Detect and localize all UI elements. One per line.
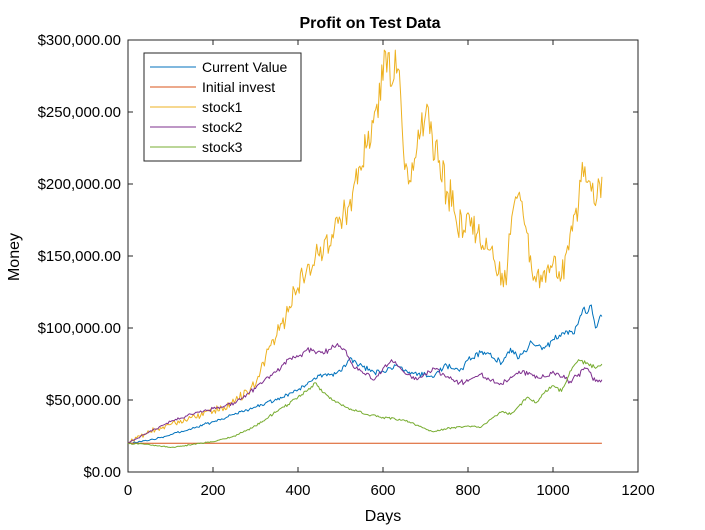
y-tick-label: $250,000.00 [38, 104, 121, 121]
legend-label: stock2 [202, 119, 243, 135]
series-line-stock2 [127, 343, 603, 444]
x-tick-label: 1200 [621, 482, 654, 499]
series-layer [127, 49, 603, 448]
x-axis: 0 200 400 600 800 1000 1200 [124, 40, 655, 499]
y-axis: $0.00 $50,000.00 $100,000.00 $150,000.00 $20… [38, 32, 638, 481]
legend-label: stock3 [202, 139, 243, 155]
y-axis-label: Money [6, 233, 23, 281]
x-tick-label: 600 [370, 482, 395, 499]
y-tick-label: $150,000.00 [38, 248, 121, 265]
y-tick-label: $100,000.00 [38, 320, 121, 337]
legend-label: stock1 [202, 99, 243, 115]
legend: Current Value Initial invest stock1 stock2 s… [143, 52, 302, 162]
x-tick-label: 800 [455, 482, 480, 499]
chart-title: Profit on Test Data [299, 15, 440, 32]
x-tick-label: 200 [200, 482, 225, 499]
y-tick-label: $0.00 [83, 464, 121, 481]
x-tick-label: 1000 [536, 482, 569, 499]
y-tick-label: $200,000.00 [38, 176, 121, 193]
legend-label: Current Value [202, 59, 288, 75]
legend-label: Initial invest [202, 79, 275, 95]
series-line-current-value [127, 304, 603, 444]
y-tick-label: $300,000.00 [38, 32, 121, 49]
x-tick-label: 0 [124, 482, 132, 499]
series-line-stock3 [127, 359, 603, 448]
y-tick-label: $50,000.00 [46, 392, 121, 409]
x-axis-label: Days [365, 508, 401, 525]
x-tick-label: 400 [285, 482, 310, 499]
